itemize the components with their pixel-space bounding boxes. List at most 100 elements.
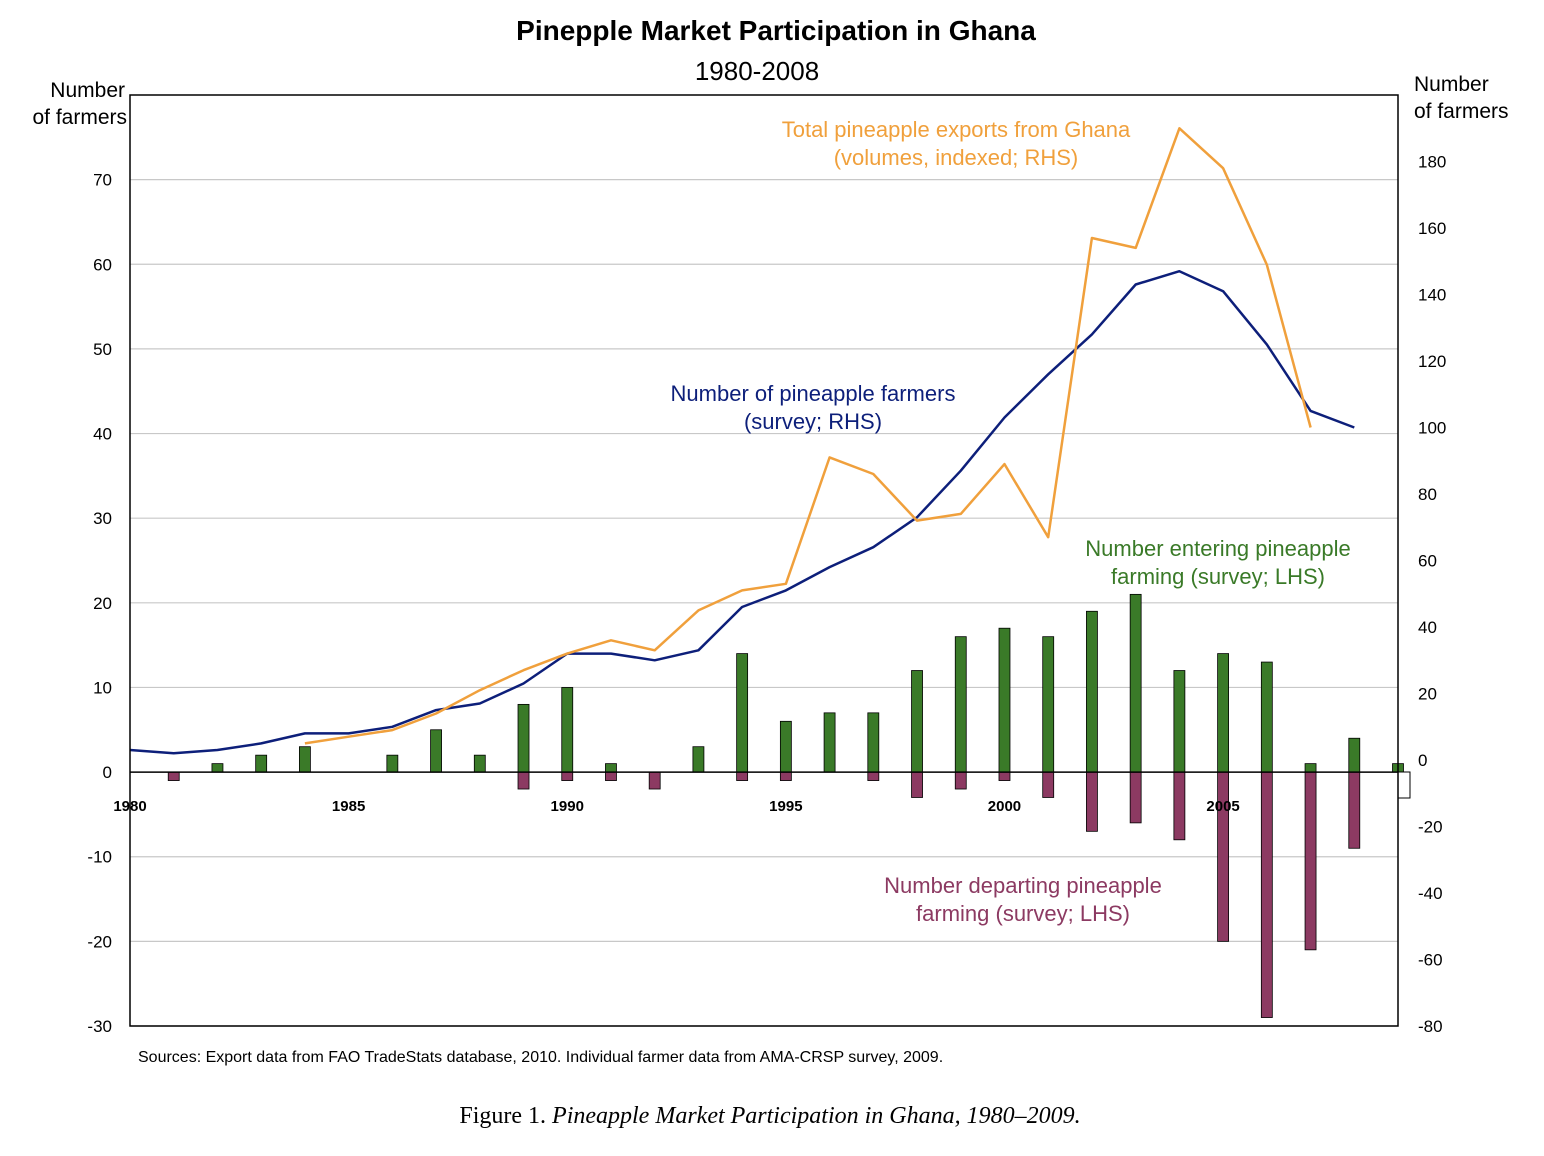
right-tick-label: 160 (1418, 219, 1446, 238)
x-tick-label: 1995 (769, 798, 802, 815)
right-tick-label: -80 (1418, 1017, 1443, 1036)
right-axis-marker (1397, 771, 1411, 799)
right-axis-label-line2: of farmers (1414, 100, 1509, 123)
right-tick-label: 180 (1418, 153, 1446, 172)
departing-bar (1304, 771, 1317, 951)
right-tick-label: 60 (1418, 552, 1437, 571)
departing-bar (648, 771, 661, 790)
right-tick-label: -20 (1418, 818, 1443, 837)
figure-caption: Figure 1. Pineapple Market Participation… (459, 1103, 1080, 1129)
entering-bar (1217, 653, 1230, 773)
departing-bar (1086, 771, 1098, 832)
departing-bar (998, 771, 1011, 781)
entering-bar (1086, 610, 1098, 773)
bars (167, 593, 1404, 1018)
entering-bar (298, 746, 311, 773)
series-lines (129, 127, 1355, 755)
tick-labels: -30 -20 -10 0 10 20 30 40 50 60 70 -80 -60 -40 -20 0 20 4… (87, 153, 1446, 1037)
entering-bar (911, 670, 923, 773)
entering-bar (692, 746, 705, 773)
departing-bar (911, 771, 923, 798)
right-tick-label: 140 (1418, 286, 1446, 305)
left-tick-label: 60 (93, 255, 112, 274)
departing-bar (1348, 771, 1361, 849)
entering-bar (1304, 763, 1317, 773)
right-tick-label: 0 (1418, 751, 1427, 770)
entering-bar (255, 754, 268, 773)
left-tick-label: 30 (93, 509, 112, 528)
departing-bar (561, 771, 574, 781)
exports-annotation-line1: Total pineapple exports from Ghana (782, 117, 1131, 142)
left-tick-label: 70 (93, 171, 112, 190)
departing-bar (517, 771, 530, 790)
right-tick-label: 100 (1418, 419, 1446, 438)
chart-subtitle: 1980-2008 (695, 56, 819, 86)
entering-bar (1348, 737, 1361, 773)
farmers-count-line (129, 269, 1355, 755)
departing-bar (867, 771, 880, 781)
entering-bar (517, 703, 530, 773)
figure-caption-prefix: Figure 1. (459, 1103, 546, 1129)
entering-bar (430, 729, 442, 773)
exports-index-line (304, 127, 1312, 745)
x-tick-label: 1985 (332, 798, 365, 815)
right-tick-label: 120 (1418, 352, 1446, 371)
left-tick-label: -10 (87, 848, 112, 867)
chart-title: Pinepple Market Participation in Ghana (516, 15, 1036, 46)
entering-bar (211, 763, 224, 773)
entering-bar (823, 712, 836, 773)
entering-annotation-line2: farming (survey; LHS) (1111, 564, 1325, 589)
entering-annotation-line1: Number entering pineapple (1085, 536, 1350, 561)
departing-bar (779, 771, 792, 781)
exports-annotation-line2: (volumes, indexed; RHS) (834, 145, 1079, 170)
farmers-annotation-line1: Number of pineapple farmers (671, 381, 956, 406)
source-note: Sources: Export data from FAO TradeStats… (138, 1049, 943, 1066)
departing-bar (1173, 771, 1186, 841)
entering-bar (1129, 593, 1142, 773)
entering-bar (779, 720, 792, 773)
right-tick-label: -60 (1418, 951, 1443, 970)
farmers-annotation-line2: (survey; RHS) (744, 409, 882, 434)
left-tick-label: 0 (103, 763, 112, 782)
left-tick-label: -30 (87, 1017, 112, 1036)
right-tick-label: 80 (1418, 485, 1437, 504)
departing-annotation-line2: farming (survey; LHS) (916, 901, 1130, 926)
entering-bar (386, 754, 399, 773)
entering-bar (867, 712, 880, 773)
left-axis-label-line1: Number (50, 79, 125, 102)
entering-bar (561, 687, 574, 773)
departing-annotation-line1: Number departing pineapple (884, 873, 1162, 898)
departing-bar (1260, 771, 1273, 1018)
right-tick-label: 20 (1418, 685, 1437, 704)
entering-bar (736, 653, 749, 773)
x-tick-label: 2005 (1206, 798, 1239, 815)
x-tick-label: 1990 (551, 798, 584, 815)
right-tick-label: 40 (1418, 618, 1437, 637)
entering-bar (998, 627, 1011, 773)
left-tick-label: 40 (93, 425, 112, 444)
figure-caption-text: Pineapple Market Participation in Ghana,… (551, 1103, 1081, 1129)
departing-bar (954, 771, 967, 790)
left-tick-label: 50 (93, 340, 112, 359)
entering-bar (1173, 670, 1186, 773)
right-tick-label: -40 (1418, 884, 1443, 903)
departing-bar (736, 771, 749, 781)
entering-bar (1260, 661, 1273, 773)
entering-bar (605, 763, 617, 773)
gridlines (130, 179, 1398, 1027)
right-axis-label-line1: Number (1414, 73, 1489, 96)
departing-bar (1129, 771, 1142, 824)
plot-area-frame (129, 94, 1399, 1027)
entering-bar (473, 754, 486, 773)
left-tick-label: -20 (87, 932, 112, 951)
left-tick-label: 10 (93, 678, 112, 697)
x-tick-label: 2000 (988, 798, 1021, 815)
entering-bar (954, 636, 967, 773)
departing-bar (1042, 771, 1055, 798)
departing-bar (167, 771, 180, 781)
entering-bar (1042, 636, 1055, 773)
left-axis-label-line2: of farmers (32, 106, 127, 129)
left-tick-label: 20 (93, 594, 112, 613)
departing-bar (605, 771, 617, 781)
